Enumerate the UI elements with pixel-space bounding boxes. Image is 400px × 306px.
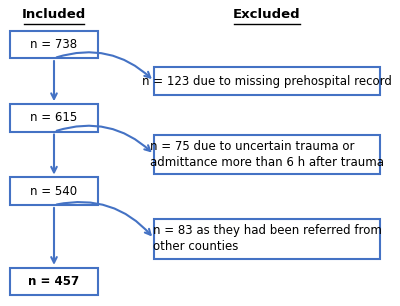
FancyBboxPatch shape: [154, 135, 380, 174]
Text: n = 738: n = 738: [30, 38, 78, 51]
FancyBboxPatch shape: [10, 268, 98, 295]
FancyBboxPatch shape: [154, 219, 380, 259]
Text: n = 83 as they had been referred from
other counties: n = 83 as they had been referred from ot…: [152, 224, 382, 253]
Text: n = 457: n = 457: [28, 275, 80, 288]
Text: n = 540: n = 540: [30, 185, 78, 198]
Text: n = 75 due to uncertain trauma or
admittance more than 6 h after trauma: n = 75 due to uncertain trauma or admitt…: [150, 140, 384, 169]
FancyBboxPatch shape: [10, 104, 98, 132]
Text: n = 123 due to missing prehospital record: n = 123 due to missing prehospital recor…: [142, 75, 392, 88]
FancyBboxPatch shape: [10, 31, 98, 58]
Text: Excluded: Excluded: [233, 8, 301, 21]
Text: Included: Included: [22, 8, 86, 21]
FancyBboxPatch shape: [154, 67, 380, 95]
Text: n = 615: n = 615: [30, 111, 78, 124]
FancyBboxPatch shape: [10, 177, 98, 205]
